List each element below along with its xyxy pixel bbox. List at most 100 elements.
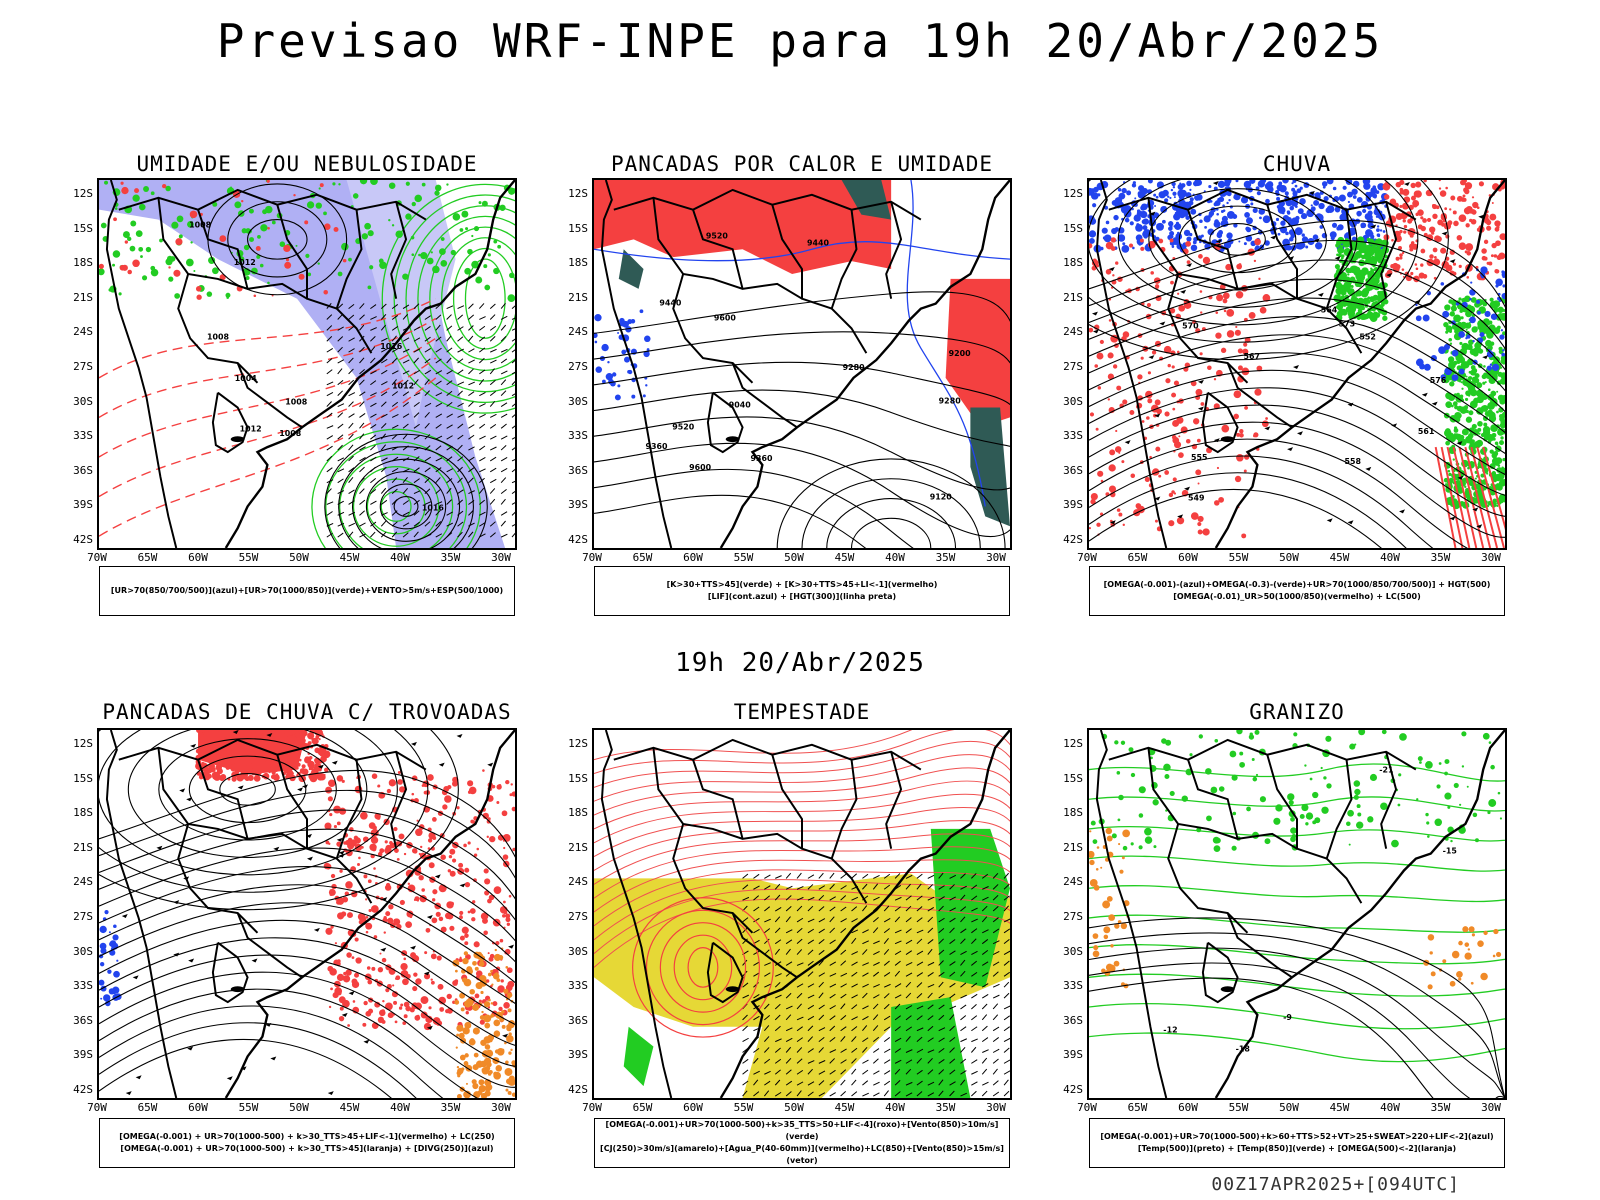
lat-tick-label: 33S [1063,429,1083,443]
lat-tick-label: 21S [568,290,588,304]
lon-tick-label: 70W [582,1101,602,1114]
panel-legend: [UR>70(850/700/500)](azul)+[UR>70(1000/8… [99,566,515,616]
contour-label: 1008 [207,332,230,341]
panel-title: PANCADAS POR CALOR E UMIDADE [610,152,993,176]
legend-line: [OMEGA(-0.001)+UR>70(1000-500)+k>35_TTS>… [605,1120,999,1141]
middle-date-label: 19h 20/Abr/2025 [675,648,925,678]
lat-tick-label: 36S [568,463,588,477]
lon-tick-label: 40W [1380,1101,1400,1114]
legend-line: [OMEGA(-0.001) + UR>70(1000-500) + k>30_… [120,1144,494,1153]
legend-line: [CJ(250)>30m/s](amarelo)+[Agua_P(40-60mm… [600,1144,1004,1165]
lat-tick-label: 24S [1063,875,1083,889]
lon-tick-label: 65W [1127,551,1148,564]
lon-tick-label: 35W [440,1101,461,1114]
lon-tick-label: 55W [733,551,754,564]
main-title: Previsao WRF-INPE para 19h 20/Abr/2025 [216,14,1384,68]
panel-title: CHUVA [1262,152,1332,176]
panel-legend: [K>30+TTS>45](verde) + [K>30+TTS>45+LI<-… [594,566,1010,616]
lon-tick-label: 70W [1077,551,1097,564]
lat-tick-label: 33S [73,429,93,443]
lat-tick-label: 27S [568,910,588,923]
lon-tick-label: 45W [1329,1101,1350,1114]
lat-tick-label: 15S [73,221,93,235]
lat-tick-label: 12S [568,187,588,200]
lon-tick-label: 35W [440,551,461,564]
panel-legend: [OMEGA(-0.001)+UR>70(1000-500)+k>60+TTS>… [1089,1118,1505,1168]
lat-tick-label: 24S [568,875,588,889]
lon-tick-label: 55W [1228,551,1249,564]
lat-tick-label: 42S [73,533,93,546]
lon-tick-label: 70W [87,1101,107,1114]
lon-tick-label: 50W [1279,551,1299,564]
lat-tick-label: 21S [1063,840,1083,854]
map-granizo: -15 -18 -21 -12 -9 [1087,728,1507,1100]
contour-label: -21 [1379,766,1393,775]
panel-title: TEMPESTADE [733,700,871,724]
contour-label: 558 [1345,457,1362,466]
lat-tick-label: 15S [73,771,93,785]
lat-tick-label: 27S [1063,360,1083,373]
contour-label: 561 [1418,427,1435,436]
lat-tick-label: 42S [568,533,588,546]
legend-line: [LIF](cont.azul) + [HGT(300)](linha pret… [707,592,897,601]
map-umidade: 1008 1008 1008 1012 1016 1012 1008 1004 1012 1016 [97,178,517,550]
lon-tick-label: 55W [733,1101,754,1114]
lon-tick-label: 35W [935,551,956,564]
contour-label: 9360 [750,454,773,463]
contour-label: 567 [1244,352,1261,361]
lat-tick-label: 21S [73,840,93,854]
lon-tick-label: 50W [1279,1101,1299,1114]
lon-tick-label: 55W [1228,1101,1249,1114]
lat-tick-label: 24S [73,325,93,339]
lat-tick-label: 12S [1063,187,1083,200]
lat-tick-label: 27S [73,910,93,923]
lat-tick-label: 18S [568,806,588,820]
legend-line: [OMEGA(-0.001) + UR>70(1000-500) + k>30_… [119,1132,495,1141]
map-canvas [99,730,515,1098]
contour-label: 1008 [285,398,308,407]
lon-tick-label: 40W [1380,551,1400,564]
lat-tick-label: 39S [1063,1048,1083,1062]
run-info-footer: 00Z17APR2025+[094UTC] [1211,1174,1460,1195]
map-chuva: 576 573 570 567 564 561 558 555 552 549 [1087,178,1507,550]
map-canvas: 9600 9520 9440 9360 9280 9200 9120 9040 9600 9520… [594,180,1010,548]
contour-label: 9600 [714,313,737,322]
lon-tick-label: 45W [1329,551,1350,564]
lat-tick-label: 12S [73,187,93,200]
contour-label: 9440 [807,238,830,247]
lon-tick-label: 65W [632,551,653,564]
lat-tick-label: 27S [73,360,93,373]
lat-tick-label: 12S [1063,737,1083,750]
lat-tick-label: 36S [568,1013,588,1027]
contour-label: -15 [1443,847,1457,856]
lat-tick-label: 24S [1063,325,1083,339]
lat-tick-label: 18S [1063,256,1083,270]
lon-tick-label: 30W [986,551,1006,564]
contour-label: 1008 [189,220,212,229]
contour-label: 1012 [392,382,414,391]
lat-tick-label: 21S [73,290,93,304]
lon-tick-label: 70W [582,551,602,564]
lat-tick-label: 18S [568,256,588,270]
lon-tick-label: 30W [1481,551,1501,564]
contour-label: 9520 [706,231,729,240]
map-canvas [594,730,1010,1098]
lat-tick-label: 27S [568,360,588,373]
lat-tick-label: 15S [1063,771,1083,785]
lat-tick-label: 36S [73,1013,93,1027]
lon-tick-label: 30W [491,1101,511,1114]
contour-label: 9520 [672,422,695,431]
lat-tick-label: 18S [73,256,93,270]
contour-label: 1012 [234,258,256,267]
contour-label: 573 [1339,319,1356,328]
contour-label: -9 [1283,1013,1292,1022]
lon-tick-label: 30W [986,1101,1006,1114]
contour-label: 9600 [689,463,712,472]
lat-tick-label: 15S [568,221,588,235]
legend-line: [K>30+TTS>45](verde) + [K>30+TTS>45+LI<-… [666,580,938,589]
panel-title: GRANIZO [1249,700,1345,724]
lat-tick-label: 18S [73,806,93,820]
contour-label: 9280 [843,363,866,372]
lat-tick-label: 33S [73,979,93,993]
lon-tick-label: 40W [390,1101,410,1114]
